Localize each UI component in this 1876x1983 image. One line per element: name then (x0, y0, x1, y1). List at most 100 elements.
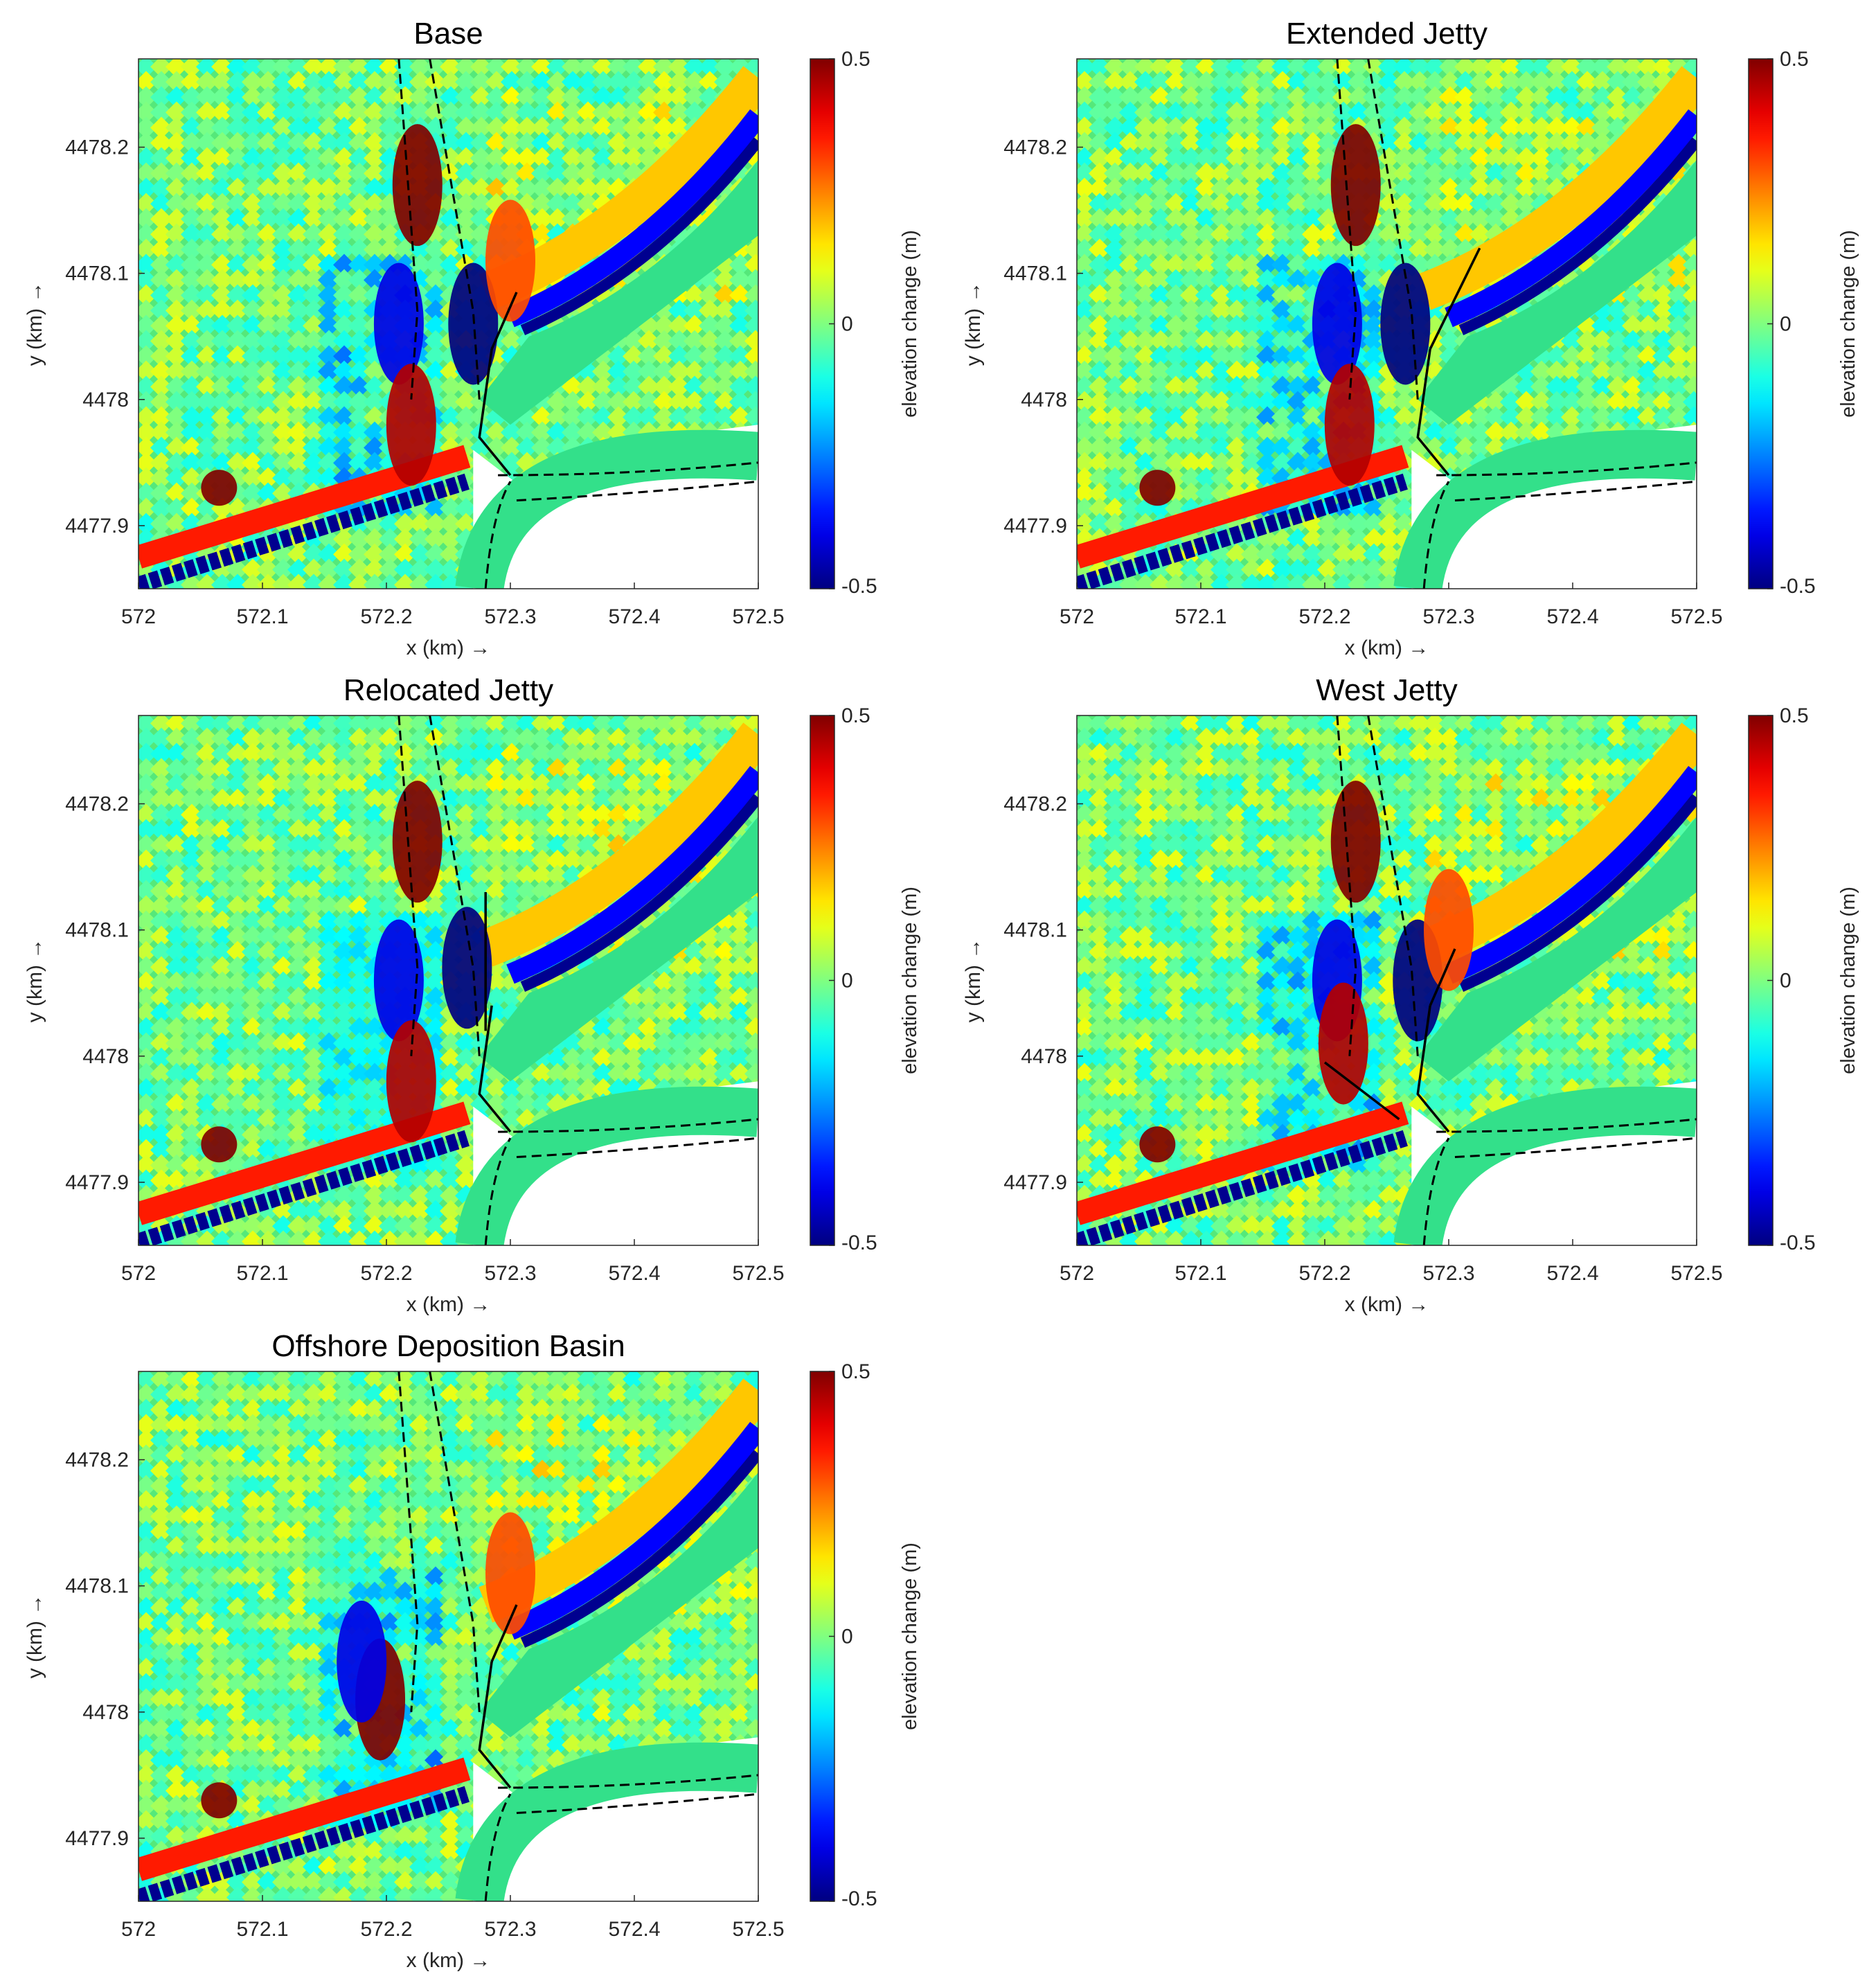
field-cell (1561, 360, 1583, 383)
field-cell (257, 742, 279, 765)
field-cell (1607, 330, 1629, 353)
field-cell (1104, 910, 1126, 933)
field-cell (181, 895, 203, 918)
field-cell (318, 788, 340, 811)
field-cell (485, 101, 508, 124)
field-cell (166, 284, 188, 307)
field-cell (226, 1230, 249, 1245)
field-cell (455, 86, 477, 109)
field-cell (653, 971, 675, 994)
field-cell (516, 177, 538, 200)
field-cell (303, 238, 325, 261)
y-tick-label: 4478.2 (65, 793, 129, 816)
field-cell (139, 193, 157, 215)
field-cell (1134, 1032, 1156, 1055)
field-cell (287, 803, 310, 826)
field-cell (257, 314, 279, 337)
field-cell (455, 1169, 477, 1192)
field-cell (440, 895, 462, 918)
field-cell (562, 803, 584, 826)
field-cell (607, 773, 629, 796)
field-cell (348, 880, 370, 902)
field-cell (1134, 803, 1156, 826)
field-cell (348, 1184, 370, 1207)
field-cell (714, 986, 736, 1009)
field-cell (1683, 375, 1697, 398)
field-cell (1195, 742, 1217, 765)
field-cell (1195, 1062, 1217, 1085)
field-cell (1485, 193, 1507, 215)
field-cell (1454, 223, 1476, 246)
field-cell (638, 1017, 660, 1040)
field-cell (440, 375, 462, 398)
field-cell (150, 864, 172, 887)
field-cell (242, 467, 264, 490)
field-cell (287, 1215, 310, 1238)
field-cell (139, 360, 157, 383)
field-cell (1150, 1230, 1172, 1245)
field-cell (1515, 132, 1537, 154)
field-cell (1195, 1002, 1217, 1024)
field-cell (303, 360, 325, 383)
field-cell (562, 742, 584, 765)
field-cell (1424, 71, 1446, 94)
field-cell (318, 1108, 340, 1131)
field-cell (1211, 971, 1233, 994)
field-cell (485, 803, 508, 826)
field-cell (455, 849, 477, 872)
x-tick-label: 572 (1060, 605, 1094, 628)
field-cell (1454, 193, 1476, 215)
field-cell (1180, 773, 1202, 796)
field-cell (1454, 147, 1476, 170)
field-cell (257, 1047, 279, 1070)
colorbar-tick-label: 0.5 (841, 704, 870, 727)
field-cell (196, 223, 218, 246)
field-cell (272, 59, 294, 78)
field-cell (139, 71, 157, 94)
field-cell (181, 284, 203, 307)
y-tick-label: 4478.2 (65, 136, 129, 159)
field-cell (181, 193, 203, 215)
field-cell (211, 254, 233, 276)
field-cell (440, 391, 462, 414)
field-cell (744, 986, 758, 1009)
field-cell (364, 849, 386, 872)
field-cell (1485, 116, 1507, 139)
field-cell (592, 86, 614, 109)
field-cell (318, 1078, 340, 1101)
field-cell (1256, 1032, 1278, 1055)
field-cell (1165, 849, 1187, 872)
field-cell (455, 147, 477, 170)
field-cell (272, 1017, 294, 1040)
field-cell (577, 1062, 599, 1085)
field-cell (1150, 864, 1172, 887)
field-cell (699, 1017, 721, 1040)
field-cell (1165, 1062, 1187, 1085)
field-cell (287, 1123, 310, 1146)
field-cell (211, 116, 233, 139)
field-cell (1485, 421, 1507, 444)
field-cell (1211, 773, 1233, 796)
field-cell (303, 1215, 325, 1238)
field-cell (638, 986, 660, 1009)
field-cell (272, 254, 294, 276)
field-cell (303, 1062, 325, 1085)
field-cell (181, 208, 203, 231)
field-cell (1134, 715, 1156, 735)
field-cell (425, 299, 447, 322)
field-cell (1668, 269, 1690, 292)
deposition-patch (485, 199, 535, 322)
field-cell (139, 284, 157, 307)
field-cell (1180, 1215, 1202, 1238)
field-cell (531, 742, 553, 765)
field-cell (318, 543, 340, 566)
field-cell (272, 208, 294, 231)
field-cell (1454, 177, 1476, 200)
field-cell (139, 803, 157, 826)
field-cell (501, 71, 523, 94)
field-cell (150, 147, 172, 170)
field-cell (440, 558, 462, 581)
field-cell (211, 436, 233, 459)
field-cell (1195, 1017, 1217, 1040)
field-cell (668, 971, 690, 994)
